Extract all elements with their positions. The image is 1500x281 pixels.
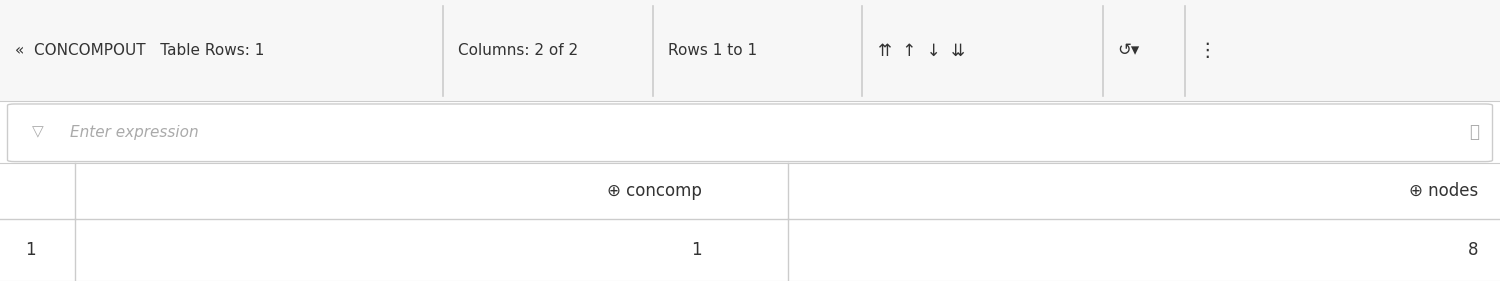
Bar	[0, 163, 1500, 219]
Text: ⊕ concomp: ⊕ concomp	[608, 182, 702, 200]
Text: «  CONCOMPOUT   Table Rows: 1: « CONCOMPOUT Table Rows: 1	[15, 43, 264, 58]
FancyBboxPatch shape	[8, 104, 1492, 162]
Bar	[0, 219, 1500, 281]
Text: ▽: ▽	[32, 124, 44, 140]
Text: ⋮: ⋮	[1197, 41, 1216, 60]
Text: Enter expression: Enter expression	[70, 124, 200, 140]
Text: ⊕ nodes: ⊕ nodes	[1410, 182, 1479, 200]
Bar	[0, 0, 1500, 101]
Text: 1: 1	[24, 241, 36, 259]
Text: Columns: 2 of 2: Columns: 2 of 2	[458, 43, 578, 58]
Text: 1: 1	[692, 241, 702, 259]
Text: 8: 8	[1468, 241, 1479, 259]
Text: ⇈  ↑  ↓  ⇊: ⇈ ↑ ↓ ⇊	[878, 42, 965, 60]
Bar	[0, 101, 1500, 163]
Text: ↺▾: ↺▾	[1118, 42, 1140, 60]
Text: ⌕: ⌕	[1468, 123, 1479, 141]
Text: Rows 1 to 1: Rows 1 to 1	[668, 43, 756, 58]
